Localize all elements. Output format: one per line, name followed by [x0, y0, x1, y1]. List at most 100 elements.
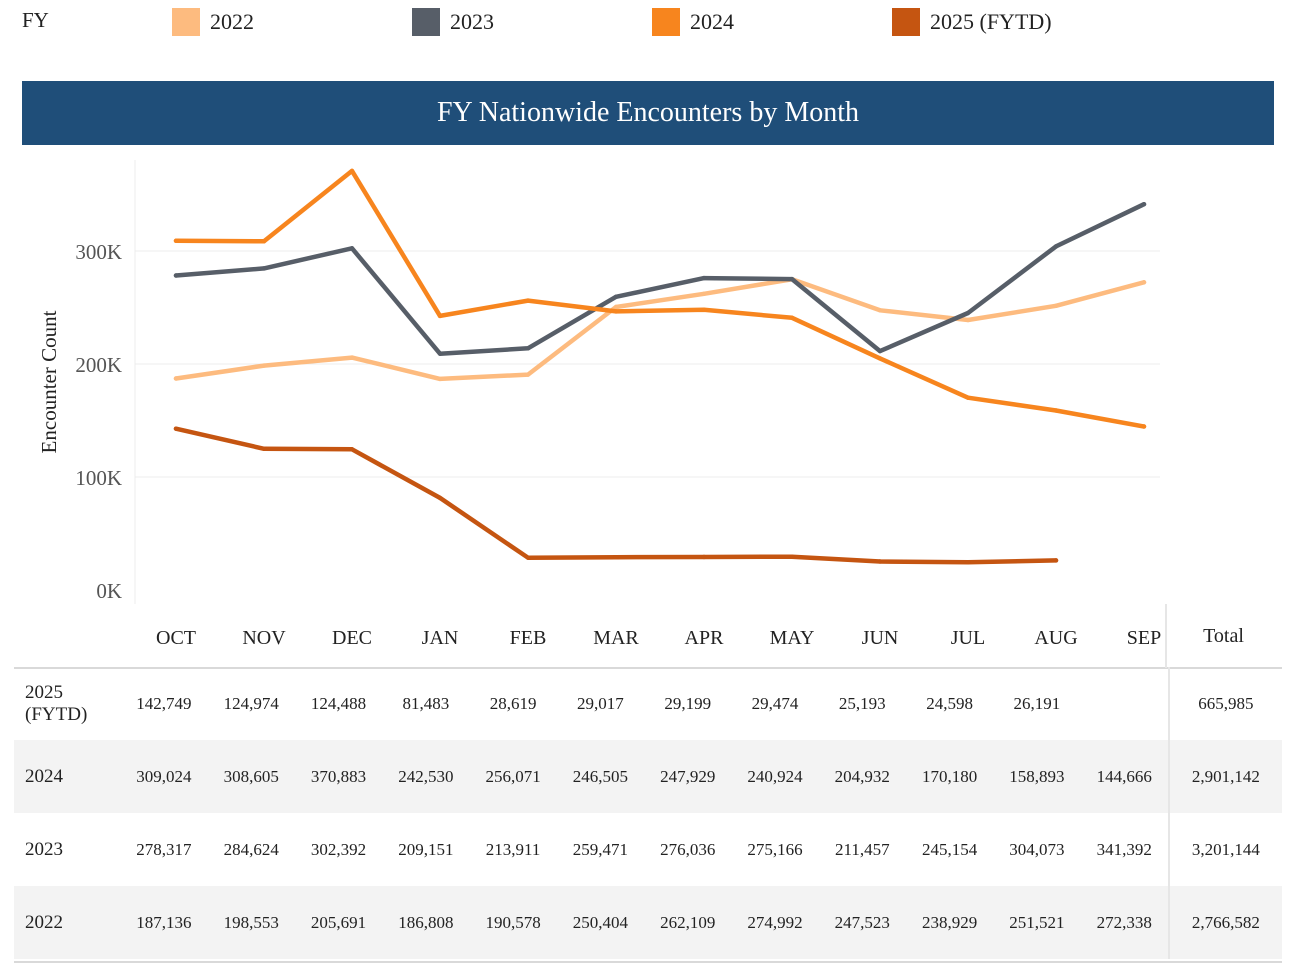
table-cell: 276,036: [660, 839, 716, 859]
data-point: [1141, 424, 1147, 429]
y-tick-label: 100K: [75, 466, 122, 490]
table-cell: 190,578: [469, 886, 557, 959]
table-cell: 251,521: [993, 886, 1081, 959]
table-cell: 256,071: [469, 740, 557, 813]
line-chart: 0K 100K 200K 300K Encounter Count OCT NOV DEC JA…: [37, 160, 1161, 649]
table-cell: 245,154: [921, 839, 978, 859]
table-row: 2022 187,136 198,553 205,691 186,808 190,578 2…: [14, 886, 1282, 959]
data-point: [789, 276, 795, 282]
data-point: [525, 298, 531, 303]
x-tick-label: MAY: [770, 627, 815, 649]
chart-title-banner: FY Nationwide Encounters by Month: [22, 81, 1274, 145]
table-cell: 240,924: [731, 740, 819, 813]
data-point: [1053, 244, 1059, 249]
data-point: [349, 447, 355, 452]
data-point: [701, 307, 707, 312]
data-point: [877, 559, 883, 564]
data-point: [965, 317, 971, 323]
data-point: [437, 351, 443, 356]
table-cell: 278,317: [136, 839, 192, 859]
row-total: 665,985: [1167, 667, 1282, 740]
table-row: 2025 (FYTD) 142,749 124,974 124,488 81,483 28,…: [14, 667, 1282, 740]
row-total: 3,201,144: [1167, 813, 1282, 886]
x-tick-label: DEC: [332, 627, 372, 649]
table-cell: 284,624: [223, 839, 279, 859]
data-point: [261, 363, 267, 368]
data-point: [173, 238, 179, 243]
x-tick-label: JAN: [422, 627, 459, 649]
table-cell: 144,666: [1080, 740, 1169, 813]
legend-label: 2025 (FYTD): [930, 9, 1052, 34]
table-cell: 29,199: [664, 693, 712, 713]
legend-label: 2024: [690, 9, 734, 34]
table-cell: 28,619: [489, 693, 537, 713]
data-point: [789, 554, 795, 559]
legend-item-2023[interactable]: 2023: [412, 8, 494, 36]
legend-title: FY: [22, 8, 49, 32]
data-point: [261, 239, 267, 244]
x-tick-label: MAR: [593, 627, 639, 649]
table-cell: 29,474: [751, 693, 799, 713]
data-point: [1053, 408, 1059, 413]
row-total: 2,766,582: [1167, 886, 1282, 959]
table-cell: 124,488: [310, 693, 367, 713]
legend: FY 2022 2023 2024 2025 (FYTD): [0, 0, 1296, 50]
table-cell: 204,932: [818, 740, 906, 813]
data-point: [173, 426, 179, 431]
total-column-header: Total: [1203, 625, 1244, 647]
table-cell: 246,505: [556, 740, 645, 813]
table-cell: 304,073: [1009, 839, 1065, 859]
x-tick-label: OCT: [156, 627, 196, 649]
x-tick-label: APR: [685, 627, 725, 649]
data-point: [613, 294, 619, 299]
data-point: [349, 246, 355, 251]
x-tick-label: AUG: [1034, 627, 1077, 649]
row-fy-label: 2023: [25, 838, 63, 860]
data-point: [1053, 303, 1059, 308]
y-axis-title: Encounter Count: [37, 310, 61, 453]
table-cell: 250,404: [556, 886, 645, 959]
data-point: [965, 395, 971, 400]
data-point: [877, 348, 883, 354]
table-top-rule: [14, 667, 1282, 669]
table-cell: 205,691: [294, 886, 383, 959]
data-point: [701, 291, 707, 296]
data-point: [437, 376, 443, 382]
table-cell: 308,605: [207, 740, 295, 813]
table-cell: 247,523: [818, 886, 906, 959]
row-fy-label: 2025 (FYTD): [25, 681, 88, 725]
table-cell: 198,553: [207, 886, 295, 959]
table-cell: 187,136: [120, 886, 208, 959]
data-point: [1141, 202, 1147, 207]
data-point: [349, 168, 355, 174]
table-cell: 213,911: [485, 839, 541, 859]
table-cell: [1081, 667, 1169, 740]
series-line-2022: [173, 277, 1147, 382]
data-point: [349, 355, 355, 360]
table-cell: 309,024: [120, 740, 208, 813]
x-tick-label: NOV: [242, 627, 286, 649]
table-cell: 247,929: [644, 740, 732, 813]
y-tick-label: 200K: [75, 353, 122, 377]
table-cell: 186,808: [382, 886, 470, 959]
legend-label: 2023: [450, 9, 494, 34]
legend-swatch: [652, 8, 680, 36]
legend-item-2022[interactable]: 2022: [172, 8, 254, 36]
data-point: [613, 555, 619, 560]
total-column-divider: [1165, 604, 1167, 668]
x-tick-label: SEP: [1127, 627, 1161, 649]
legend-swatch: [172, 8, 200, 36]
data-point: [525, 372, 531, 377]
data-point: [877, 356, 883, 361]
data-point: [1053, 558, 1059, 563]
table-cell: 124,974: [223, 693, 279, 713]
legend-item-2025-fytd[interactable]: 2025 (FYTD): [892, 8, 1052, 36]
table-bottom-rule: [14, 961, 1282, 963]
x-tick-label: JUN: [862, 627, 899, 649]
data-point: [525, 346, 531, 351]
data-point: [173, 376, 179, 381]
row-total: 2,901,142: [1167, 740, 1282, 813]
table-row: 2023 278,317 284,624 302,392 209,151 213,911 2…: [14, 813, 1282, 886]
table-row: 2024 309,024 308,605 370,883 242,530 256,071 2…: [14, 740, 1282, 813]
legend-item-2024[interactable]: 2024: [652, 8, 734, 36]
